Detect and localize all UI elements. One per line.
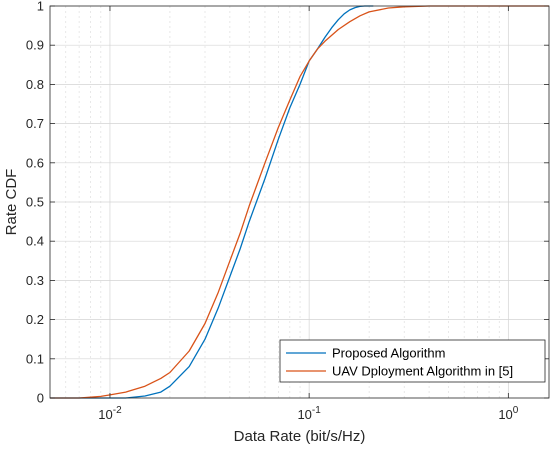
y-tick-label: 0.8 — [26, 77, 44, 92]
x-tick-labels: 10-2 10-1 100 — [98, 405, 519, 422]
y-tick-label: 0.2 — [26, 312, 44, 327]
x-axis-label: Data Rate (bit/s/Hz) — [234, 428, 366, 445]
legend-label-1: Proposed Algorithm — [332, 346, 445, 361]
y-tick-label: 0.1 — [26, 351, 44, 366]
legend-label-2: UAV Dployment Algorithm in [5] — [332, 364, 513, 379]
y-tick-label: 0.7 — [26, 116, 44, 131]
y-tick-label: 0.4 — [26, 234, 44, 249]
x-tick-label: 10-1 — [297, 405, 321, 422]
grid — [50, 6, 549, 398]
legend: Proposed Algorithm UAV Dployment Algorith… — [279, 339, 546, 383]
y-tick-label: 0.9 — [26, 38, 44, 53]
legend-box — [279, 339, 546, 383]
series-layer — [50, 5, 549, 399]
series-line-2 — [50, 5, 549, 399]
axis-ticks — [50, 5, 549, 399]
y-tick-label: 0 — [37, 391, 44, 406]
y-axis-label: Rate CDF — [3, 169, 20, 236]
y-tick-labels: 0 0.1 0.2 0.3 0.4 0.5 0.6 0.7 0.8 0.9 1 — [26, 0, 44, 406]
series-line-1 — [50, 5, 374, 399]
x-tick-label: 10-2 — [98, 405, 122, 422]
y-tick-label: 0.3 — [26, 273, 44, 288]
y-tick-label: 0.6 — [26, 155, 44, 170]
x-tick-label: 100 — [498, 405, 518, 422]
y-tick-label: 1 — [37, 0, 44, 14]
y-tick-label: 0.5 — [26, 195, 44, 210]
